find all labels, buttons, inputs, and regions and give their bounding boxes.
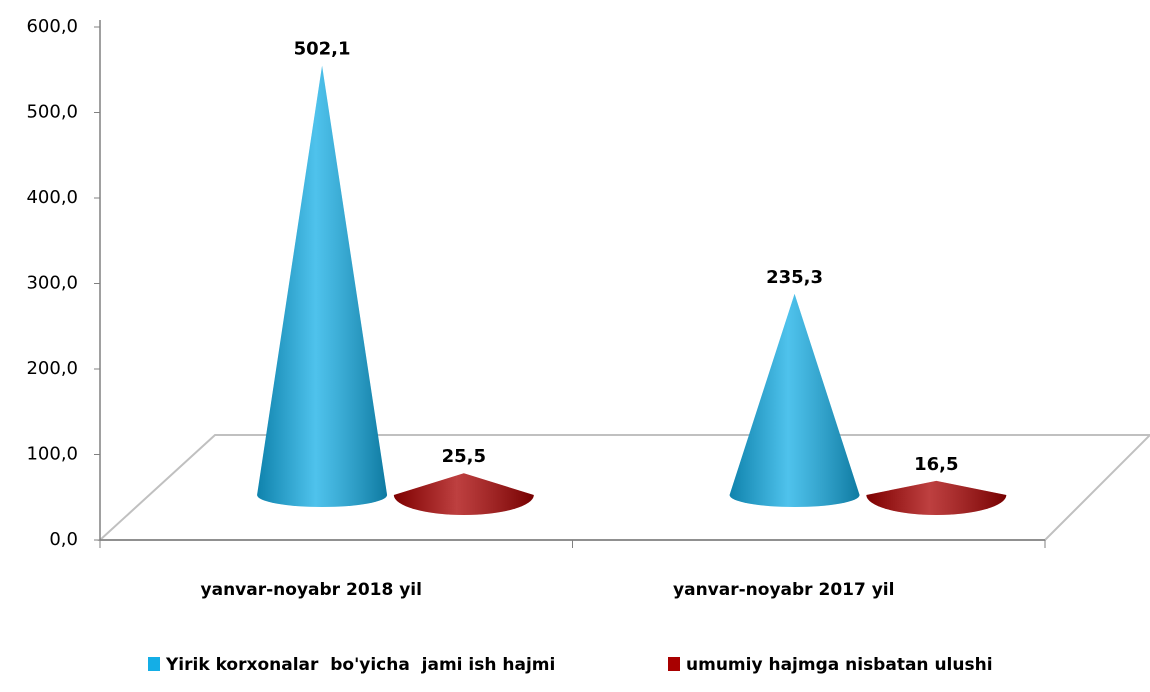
cone-shading [866, 480, 1007, 515]
legend-label: umumiy hajmga nisbatan ulushi [686, 655, 993, 675]
y-tick-label: 200,0 [26, 358, 78, 379]
y-tick-label: 400,0 [26, 187, 78, 208]
x-tick-label: yanvar-noyabr 2018 yil [201, 580, 422, 600]
value-label: 16,5 [914, 454, 958, 475]
value-label: 25,5 [442, 446, 486, 467]
floor [97, 434, 1150, 541]
cone-shading [257, 65, 388, 507]
x-tick-label: yanvar-noyabr 2017 yil [673, 580, 894, 600]
y-tick-label: 0,0 [49, 529, 78, 550]
value-label: 502,1 [294, 39, 351, 60]
legend-label: Yirik korxonalar bo'yicha jami ish hajmi [165, 655, 555, 675]
y-tick-label: 500,0 [26, 102, 78, 123]
y-tick-label: 100,0 [26, 444, 78, 465]
y-tick-label: 300,0 [26, 273, 78, 294]
legend-swatch [668, 657, 680, 671]
y-tick-label: 600,0 [26, 16, 78, 37]
value-label: 235,3 [766, 267, 823, 288]
cone-shading [393, 473, 534, 515]
cone-shading [729, 293, 860, 507]
legend-swatch [148, 657, 160, 671]
